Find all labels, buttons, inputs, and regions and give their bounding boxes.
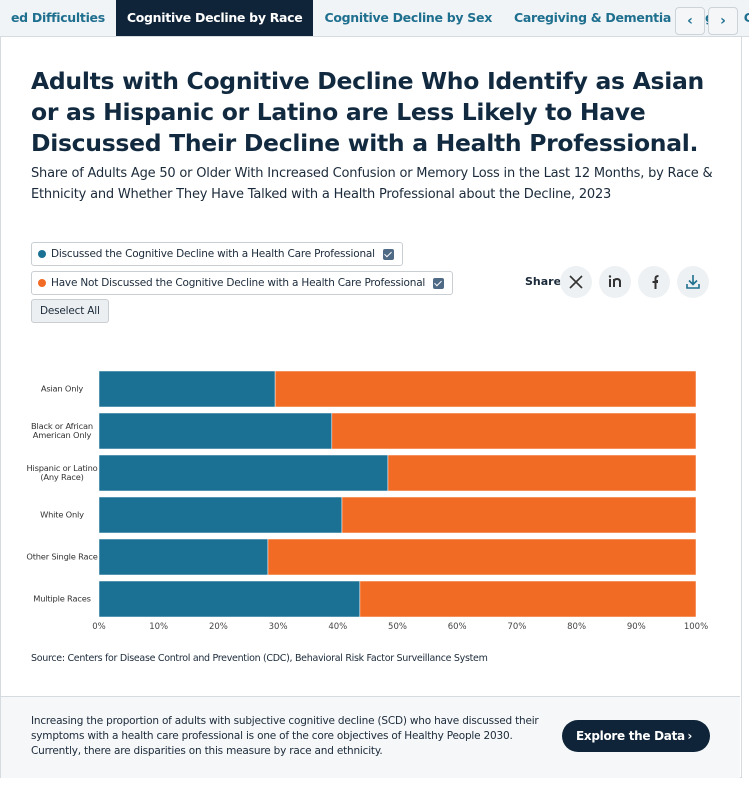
- tab[interactable]: Caregiving & Dementia by Age: [513, 10, 722, 25]
- y-tick-label: Other Single Race: [26, 551, 98, 562]
- tab-next[interactable]: ›: [708, 7, 738, 35]
- chart-subtitle: Share of Adults Age 50 or Older With Inc…: [31, 166, 713, 202]
- download[interactable]: [677, 266, 709, 298]
- tab[interactable]: Cognitive Decline by Sex: [324, 10, 492, 25]
- x-tick-label: 20%: [209, 622, 228, 632]
- x-tick-label: 70%: [507, 622, 526, 632]
- bar: [98, 580, 361, 618]
- x-tick-label: 0%: [92, 622, 106, 632]
- y-tick-label: Hispanic or Latino (Any Race): [26, 463, 98, 482]
- tab-prev[interactable]: ‹: [675, 7, 705, 35]
- x-tick-label: 80%: [567, 622, 586, 632]
- y-tick-label: White Only: [40, 509, 84, 520]
- share-label: Share: [525, 275, 562, 288]
- checkbox[interactable]: [433, 277, 445, 289]
- bar: [274, 370, 697, 408]
- bar: [359, 580, 697, 618]
- bar: [98, 454, 389, 492]
- y-tick-label: Black or African American Only: [31, 421, 93, 440]
- explore-button[interactable]: Explore the Data ›: [562, 720, 710, 752]
- bar: [98, 412, 333, 450]
- x-tick-label: 90%: [627, 622, 646, 632]
- tab[interactable]: ed Difficulties: [11, 10, 105, 25]
- chart: 0% 10% 20% 30% 40% 50% 60% 70% 80% 90% 100%: [92, 370, 708, 632]
- tab-bar: ed Difficulties Cognitive Decline by Race…: [0, 0, 749, 37]
- x-tick-label: 100%: [684, 622, 708, 632]
- deselect-button[interactable]: Deselect All: [31, 299, 109, 323]
- legend-swatch: [38, 250, 46, 258]
- legend-swatch: [38, 279, 46, 287]
- source-note: Source: Centers for Disease Control and …: [31, 653, 488, 664]
- bar: [267, 538, 697, 576]
- share-linkedin[interactable]: [599, 266, 631, 298]
- legend-item[interactable]: Discussed the Cognitive Decline with a H…: [31, 242, 403, 266]
- x-tick-label: 50%: [388, 622, 407, 632]
- x-tick-label: 60%: [448, 622, 467, 632]
- share-x[interactable]: [560, 266, 592, 298]
- bar: [98, 538, 269, 576]
- bar: [98, 496, 343, 534]
- x-tick-label: 40%: [328, 622, 347, 632]
- x-tick-label: 30%: [269, 622, 288, 632]
- chart-title: Adults with Cognitive Decline Who Identi…: [31, 67, 704, 157]
- legend-item[interactable]: Have Not Discussed the Cognitive Decline…: [31, 271, 454, 295]
- footer-text: Increasing the proportion of adults with…: [31, 715, 539, 757]
- bar: [341, 496, 697, 534]
- share-facebook[interactable]: [638, 266, 670, 298]
- button-label: Explore the Data: [576, 729, 685, 743]
- tab[interactable]: Caregiving: [733, 0, 749, 36]
- x-tick-label: 10%: [149, 622, 168, 632]
- y-tick-label: Multiple Races: [33, 593, 91, 604]
- bar: [98, 370, 276, 408]
- tab[interactable]: Cognitive Decline by Race: [115, 0, 314, 36]
- legend-label: Discussed the Cognitive Decline with a H…: [51, 248, 375, 260]
- checkbox[interactable]: [382, 248, 394, 260]
- bar: [387, 454, 697, 492]
- bar: [331, 412, 697, 450]
- y-tick-label: Asian Only: [40, 383, 84, 394]
- legend-label: Have Not Discussed the Cognitive Decline…: [51, 277, 426, 289]
